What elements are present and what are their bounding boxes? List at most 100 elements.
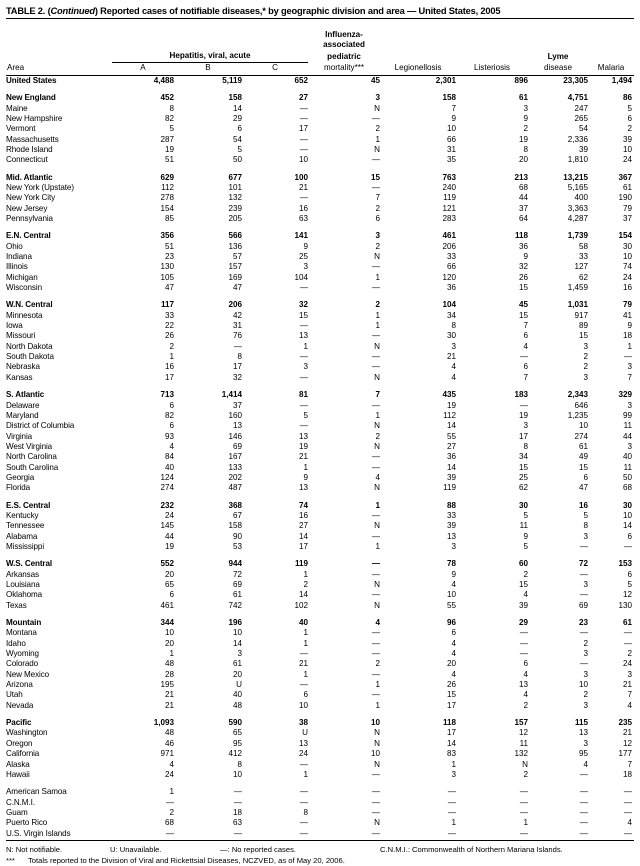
cell-listeriosis: — [519,828,528,838]
cell-hepatitis-b: 69 [232,441,242,451]
cell-malaria: 4 [627,700,632,710]
cell-hepatitis-b: 742 [228,600,242,610]
cell-lyme-disease: 4 [583,759,588,769]
cell-hepatitis-b: 160 [228,410,242,420]
cell-hepatitis-b: 566 [228,231,242,241]
cell-hepatitis-c: 8 [303,807,308,817]
cell-legionellosis: 30 [446,331,456,341]
cell-hepatitis-c: 14 [298,531,308,541]
cell-legionellosis: 4 [451,638,456,648]
cell-legionellosis: 2,301 [435,75,456,85]
col-header-hepatitis-a: A [140,63,146,73]
cell-listeriosis: N [522,759,528,769]
cell-legionellosis: 9 [451,113,456,123]
cell-legionellosis: 1 [451,818,456,828]
row-area-label: Illinois [6,262,28,272]
cell-hepatitis-c: 16 [298,203,308,213]
cell-hepatitis-c: 13 [298,431,308,441]
col-header-hepatitis-c: C [272,63,278,73]
table-row: North Dakota 2 — 1 N 3 4 3 1 [6,342,634,352]
row-area-label: Michigan [6,272,38,282]
cell-influenza-mortality: 45 [370,75,380,85]
cell-lyme-disease: 1,739 [567,231,588,241]
row-spacer [6,711,634,718]
cell-influenza-mortality: — [371,510,380,520]
cell-malaria: 6 [627,531,632,541]
table-row: New York (Upstate) 112 101 21 — 240 68 5,165 61 [6,183,634,193]
row-area-label: Washington [6,728,48,738]
cell-lyme-disease: 3 [583,372,588,382]
cell-hepatitis-a: 344 [160,618,174,628]
table-row: W.N. Central 117 206 32 2 104 45 1,031 79 [6,300,634,310]
cell-influenza-mortality: — [371,807,380,817]
cell-lyme-disease: 3 [583,738,588,748]
cell-lyme-disease: — [579,828,588,838]
cell-malaria: — [623,628,632,638]
cell-legionellosis: — [447,828,456,838]
cell-hepatitis-b: 95 [232,738,242,748]
cell-malaria: 30 [622,241,632,251]
cell-hepatitis-c: — [299,103,308,113]
cell-hepatitis-b: 61 [232,659,242,669]
cell-lyme-disease: 58 [578,241,588,251]
cell-malaria: — [623,828,632,838]
cell-legionellosis: 17 [446,700,456,710]
cell-hepatitis-a: 21 [164,700,174,710]
cell-hepatitis-a: 2 [169,341,174,351]
cell-lyme-disease: — [579,628,588,638]
cell-hepatitis-c: 1 [303,669,308,679]
cell-hepatitis-c: — [299,283,308,293]
cell-hepatitis-b: 239 [228,203,242,213]
cell-listeriosis: 6 [523,362,528,372]
cell-hepatitis-c: 21 [298,452,308,462]
cell-malaria: 14 [622,521,632,531]
cell-hepatitis-a: 154 [160,203,174,213]
cell-malaria: 3 [627,669,632,679]
table-row: Guam 2 18 8 — — — — — [6,808,634,818]
cell-malaria: 2 [627,124,632,134]
row-area-label: Utah [6,690,23,700]
cell-hepatitis-b: 17 [232,362,242,372]
cell-hepatitis-b: — [233,828,242,838]
cell-hepatitis-b: 3 [237,649,242,659]
title-suffix: ) Reported cases of notifiable diseases,… [94,6,501,16]
cell-hepatitis-c: 1 [303,638,308,648]
cell-hepatitis-a: 452 [160,93,174,103]
cell-malaria: 21 [622,680,632,690]
cell-influenza-mortality: N [374,483,380,493]
header-blank [456,30,528,40]
header-blank [6,51,112,63]
cell-hepatitis-c: 3 [303,362,308,372]
cell-legionellosis: 4 [451,362,456,372]
row-area-label: Mid. Atlantic [6,172,53,182]
cell-hepatitis-c: 17 [298,124,308,134]
table-row: Ohio 51 136 9 2 206 36 58 30 [6,242,634,252]
rule-cell [588,73,634,76]
cell-malaria: 61 [622,618,632,628]
cell-legionellosis: 19 [446,400,456,410]
rule-cell [242,73,308,76]
row-area-label: North Dakota [6,341,53,351]
row-area-label: E.S. Central [6,500,51,510]
cell-hepatitis-a: 28 [164,669,174,679]
cell-hepatitis-c: — [299,680,308,690]
cell-hepatitis-b: 31 [232,321,242,331]
cell-hepatitis-b: 10 [232,628,242,638]
cell-listeriosis: 19 [518,134,528,144]
header-blank [588,51,634,63]
row-spacer-cell [6,780,634,787]
cell-lyme-disease: 3 [583,341,588,351]
cell-legionellosis: 36 [446,452,456,462]
table-head: Influenza- associated Hepatitis, viral, … [6,24,634,76]
table-row: U.S. Virgin Islands — — — — — — — — [6,829,634,839]
cell-listeriosis: 19 [518,410,528,420]
cell-hepatitis-c: — [299,144,308,154]
col-header-influenza-line1: Influenza- [325,30,363,39]
row-spacer [6,166,634,173]
cell-hepatitis-a: 33 [164,310,174,320]
cell-hepatitis-b: 29 [232,113,242,123]
cell-hepatitis-a: 461 [160,600,174,610]
cell-hepatitis-a: 6 [169,421,174,431]
cell-lyme-disease: 15 [578,331,588,341]
cell-malaria: 44 [622,431,632,441]
